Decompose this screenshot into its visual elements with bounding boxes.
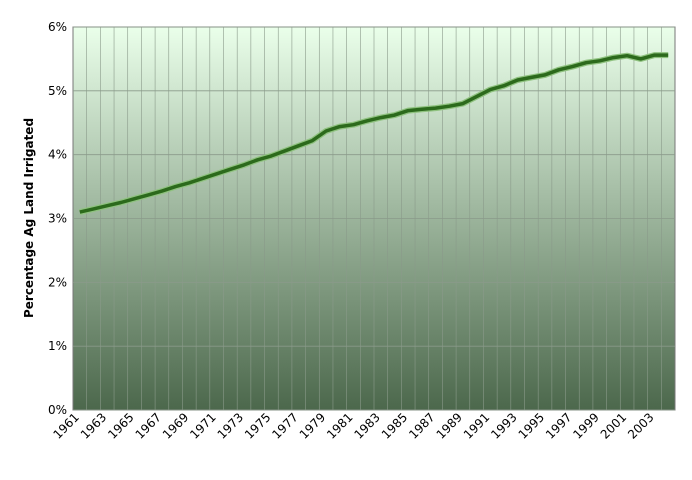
y-tick-label: 0%: [48, 403, 67, 417]
y-tick-label: 6%: [48, 20, 67, 34]
x-tick-label: 1971: [187, 410, 218, 441]
x-tick-label: 1997: [543, 410, 574, 441]
x-tick-label: 1983: [351, 410, 382, 441]
y-tick-label: 1%: [48, 339, 67, 353]
x-tick-label: 1987: [406, 410, 437, 441]
line: [79, 53, 669, 214]
x-tick-label: 1985: [379, 410, 410, 441]
x-tick-label: 1999: [570, 410, 601, 441]
y-tick-label: 4%: [48, 148, 67, 162]
x-tick-label: 1963: [78, 410, 109, 441]
x-tick-label: 1975: [242, 410, 273, 441]
y-tick-label: 5%: [48, 84, 67, 98]
x-tick-label: 2001: [598, 410, 629, 441]
y-tick-label: 2%: [48, 275, 67, 289]
y-axis-label: Percentage Ag Land Irrigated: [22, 118, 36, 318]
x-tick-label: 1969: [160, 410, 191, 441]
x-tick-label: 1995: [516, 410, 547, 441]
x-tick-label: 1979: [297, 410, 328, 441]
y-tick-label: 3%: [48, 212, 67, 226]
x-tick-label: 1973: [215, 410, 246, 441]
x-tick-label: 1977: [269, 410, 300, 441]
x-tick-label: 2003: [625, 410, 656, 441]
x-tick-label: 1965: [105, 410, 136, 441]
x-tick-label: 1993: [488, 410, 519, 441]
x-tick-label: 1967: [133, 410, 164, 441]
x-tick-label: 1991: [461, 410, 492, 441]
x-tick-label: 1981: [324, 410, 355, 441]
x-tick-label: 1989: [434, 410, 465, 441]
